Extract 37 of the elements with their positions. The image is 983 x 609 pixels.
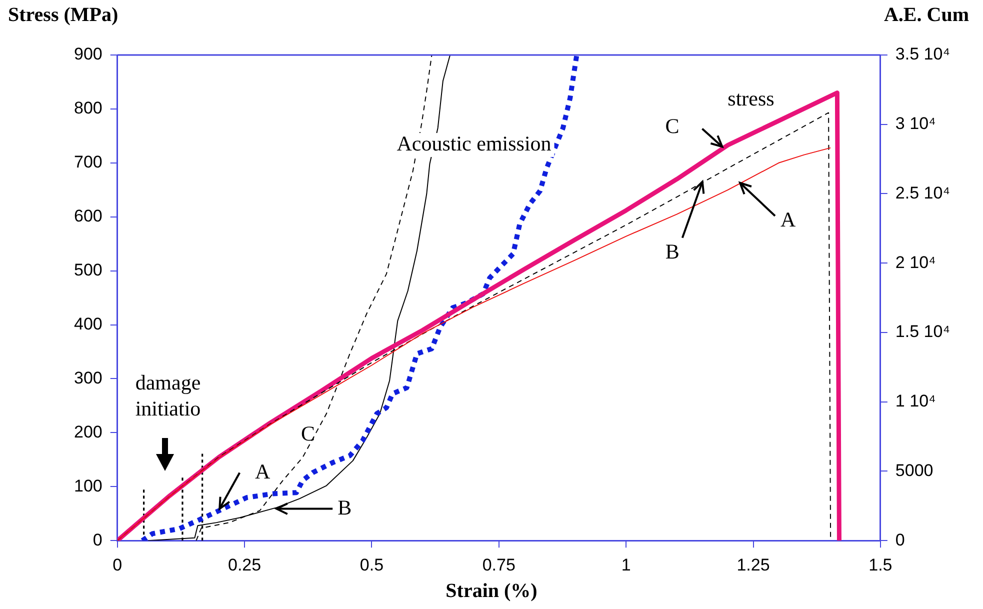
- annotation: C: [665, 114, 680, 138]
- x-tick-label: 0: [112, 555, 122, 574]
- y-axis-title: Stress (MPa): [8, 4, 118, 27]
- y2-tick-label: 1.5 10⁴: [895, 322, 950, 342]
- y-tick-label: 800: [74, 98, 102, 118]
- y-tick-label: 400: [74, 314, 102, 334]
- y-tick-label: 600: [74, 206, 102, 226]
- y-tick-label: 700: [74, 152, 102, 172]
- annotation: B: [338, 495, 352, 520]
- annotation: stress: [728, 86, 774, 111]
- y-tick-label: 500: [74, 260, 102, 280]
- y2-tick-label: 2 10⁴: [895, 252, 936, 272]
- y2-axis-title: A.E. Cum: [884, 4, 969, 27]
- x-tick-label: 1.5: [868, 555, 892, 574]
- x-tick-label: 1.25: [736, 555, 770, 574]
- x-tick-label: 1: [621, 555, 631, 574]
- y2-tick-label: 5000: [895, 460, 934, 480]
- y2-tick-label: 0: [895, 530, 905, 550]
- y-tick-label: 200: [74, 422, 102, 442]
- y2-tick-label: 1 10⁴: [895, 392, 936, 411]
- x-tick-label: 0.75: [482, 555, 516, 574]
- x-tick-label: 0.5: [360, 555, 384, 574]
- x-axis-title: Strain (%): [444, 580, 538, 603]
- annotation: damage initiatio: [135, 370, 201, 421]
- annotation: B: [665, 239, 680, 264]
- annotation: C: [300, 422, 316, 446]
- y-tick-label: 900: [74, 44, 102, 64]
- y-tick-label: 100: [74, 476, 102, 496]
- y-tick-label: 0: [92, 530, 102, 550]
- y2-tick-label: 2.5 10⁴: [895, 183, 950, 202]
- annotation: Acoustic emission: [396, 132, 552, 156]
- annotation: A: [780, 207, 796, 232]
- y-tick-label: 300: [74, 368, 102, 388]
- y2-tick-label: 3 10⁴: [895, 114, 936, 134]
- x-tick-label: 0.25: [228, 555, 262, 574]
- y2-tick-label: 3.5 10⁴: [895, 44, 950, 64]
- annotation: A: [255, 459, 272, 484]
